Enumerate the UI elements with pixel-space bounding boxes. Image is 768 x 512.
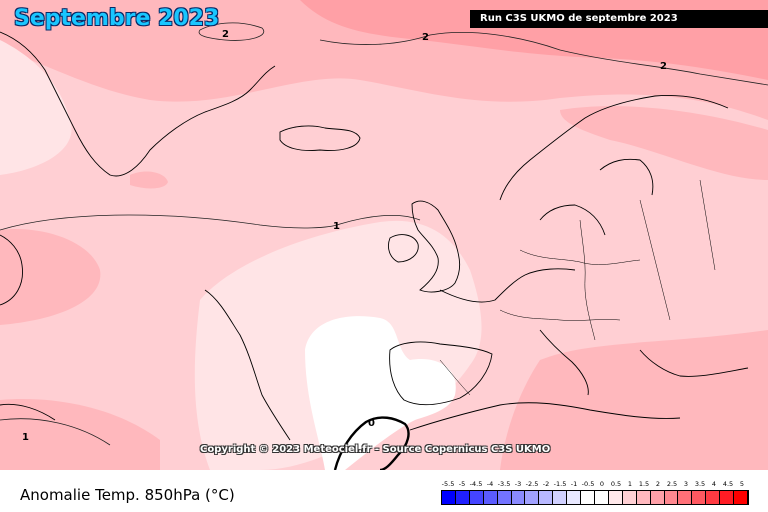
legend-label: -5.5 [441,480,455,488]
anomaly-band-near-zero [305,316,456,470]
contour-label: 2 [422,32,429,43]
legend-label: -5 [458,480,466,488]
anomaly-band-scandinavia [560,106,768,180]
legend-swatch [581,491,595,504]
contour-label: 1 [333,221,340,232]
legend-swatch [442,491,456,504]
legend-swatch [678,491,693,504]
legend-label: 3.5 [694,480,706,488]
legend-swatch [567,491,582,504]
legend-swatch [720,491,735,504]
legend-swatch [734,491,748,504]
legend-swatch [539,491,554,504]
anomaly-map: 2 2 2 1 1 0 [0,0,768,470]
legend-label: 4 [711,480,717,488]
copyright-notice: Copyright © 2023 Meteociel.fr - Source C… [200,444,551,455]
legend-label: -4.5 [469,480,483,488]
page-title: Septembre 2023 [14,6,220,31]
legend-label: -3.5 [497,480,511,488]
coastlines [0,31,749,441]
legend-swatch [636,491,651,504]
contour-lines [0,22,768,446]
legend-label: -2 [542,480,550,488]
legend-label: 3 [683,480,689,488]
anomaly-band-weak-greenland [0,40,72,175]
legend-swatch [511,491,526,504]
legend-swatch [622,491,637,504]
legend-label: -0.5 [581,480,595,488]
contour-label: 1 [22,432,29,443]
legend-color-bar [441,490,749,505]
legend-label: -4 [486,480,494,488]
legend-swatch [483,491,498,504]
anomaly-band-greenland-south [130,171,168,189]
legend-swatch [664,491,679,504]
legend-swatch [706,491,721,504]
contour-label: 0 [368,418,375,429]
legend-label: -1.5 [553,480,567,488]
legend-label: 0 [599,480,605,488]
legend-label: -1 [570,480,578,488]
legend-label: 2.5 [666,480,678,488]
legend-label: 0.5 [610,480,622,488]
legend-swatch [497,491,512,504]
contour-label: 2 [222,29,229,40]
anomaly-band-labrador [0,229,101,325]
legend-label: -2.5 [525,480,539,488]
legend-swatch [469,491,484,504]
legend-swatch [553,491,568,504]
run-label: Run C3S UKMO de septembre 2023 [470,10,768,28]
legend-swatch [455,491,470,504]
contour-label: 2 [660,61,667,72]
legend-label: -3 [514,480,522,488]
country-borders [439,179,716,396]
legend-label: 2 [655,480,661,488]
legend-swatch [650,491,665,504]
zero-contour [333,416,410,470]
legend-label: 1.5 [638,480,650,488]
legend-title: Anomalie Temp. 850hPa (°C) [20,486,235,504]
legend-label: 1 [627,480,633,488]
legend-swatch [608,491,623,504]
legend-swatch [692,491,707,504]
legend-swatch [525,491,540,504]
anomaly-band-balkans [500,330,768,470]
anomaly-band-sw-atlantic [0,399,160,470]
legend-label: 5 [739,480,745,488]
legend-label: 4.5 [722,480,734,488]
legend-swatch [594,491,609,504]
